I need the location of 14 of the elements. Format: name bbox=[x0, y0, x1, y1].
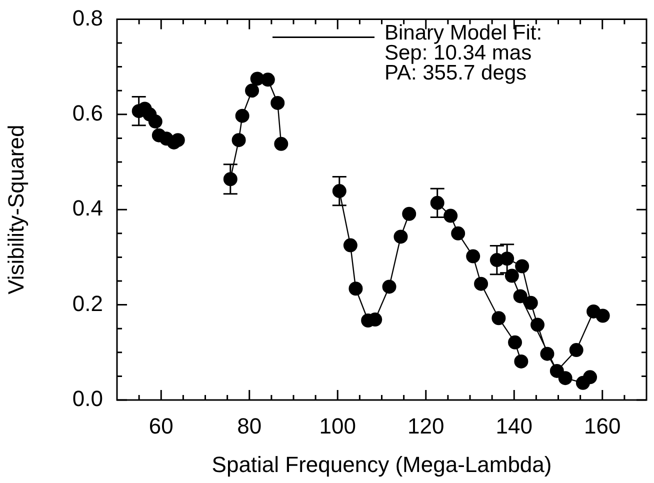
x-axis-title: Spatial Frequency (Mega-Lambda) bbox=[212, 452, 552, 477]
x-tick-label: 140 bbox=[496, 413, 532, 438]
y-tick-label: 0.8 bbox=[72, 5, 103, 30]
legend-label: Binary Model Fit: bbox=[384, 21, 542, 44]
x-tick-label: 60 bbox=[148, 413, 174, 438]
y-tick-label: 0.2 bbox=[72, 290, 103, 316]
y-axis-title: Visibility-Squared bbox=[3, 124, 28, 294]
y-tick-label: 0.0 bbox=[72, 386, 103, 412]
x-tick-label: 100 bbox=[319, 413, 356, 438]
x-tick-label: 120 bbox=[408, 413, 444, 438]
x-tick-label: 160 bbox=[584, 413, 621, 438]
y-tick-label: 0.4 bbox=[72, 196, 103, 221]
y-tick-label: 0.6 bbox=[72, 100, 103, 126]
x-tick-label: 80 bbox=[237, 413, 262, 438]
